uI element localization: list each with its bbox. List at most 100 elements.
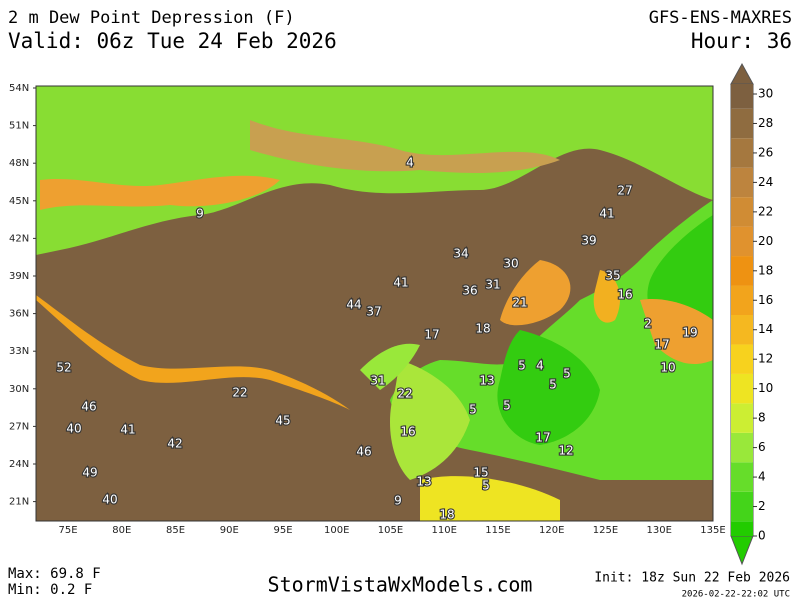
point-value: 41 [599,207,614,221]
colorbar-label: 20 [758,234,773,248]
colorbar-band [731,403,753,433]
colorbar-label: 16 [758,293,773,307]
lon-label: 80E [112,525,131,536]
point-value: 35 [605,269,620,283]
point-value: 5 [482,479,490,493]
lat-label: 39N [9,271,29,282]
point-value: 30 [503,257,518,271]
colorbar-label: 30 [758,87,773,101]
colorbar-band [731,197,753,227]
point-value: 21 [512,296,527,310]
colorbar-band [731,285,753,315]
point-value: 31 [370,374,385,388]
lat-label: 36N [9,309,29,320]
lat-label: 42N [9,233,29,244]
point-value: 15 [473,466,488,480]
lon-label: 75E [58,525,77,536]
colorbar-label: 18 [758,263,773,277]
point-value: 42 [167,437,182,451]
colorbar-label: 14 [758,322,773,336]
point-value: 9 [196,207,204,221]
forecast-hour: Hour: 36 [691,29,792,53]
colorbar-label: 28 [758,116,773,130]
colorbar-band [731,432,753,463]
point-value: 10 [660,361,675,375]
point-value: 16 [617,288,632,302]
point-value: 2 [644,317,652,331]
lat-label: 33N [9,346,29,357]
colorbar-band [731,315,753,345]
colorbar-band [731,138,753,168]
lon-label: 135E [700,525,725,536]
lon-label: 95E [273,525,292,536]
point-value: 37 [366,305,381,319]
colorbar-label: 10 [758,381,773,395]
lon-label: 100E [324,525,349,536]
init-time: Init: 18z Sun 22 Feb 2026 [594,571,790,586]
lat-label: 48N [9,158,29,169]
colorbar-label: 22 [758,204,773,218]
point-value: 45 [275,414,290,428]
colorbar-band [731,167,753,198]
colorbar-top-arrow [730,62,754,85]
lat-label: 30N [9,384,29,395]
lat-label: 45N [9,196,29,207]
colorbar-band [731,344,753,374]
colorbar-band [731,373,753,404]
colorbar-band [731,256,753,286]
colorbar-label: 24 [758,175,773,189]
timestamp: 2026-02-22-22:02 UTC [682,590,790,600]
lon-label: 85E [166,525,185,536]
point-value: 40 [66,422,81,436]
map-field [36,86,713,521]
point-value: 17 [424,328,439,342]
point-value: 22 [232,386,247,400]
lat-label: 21N [9,497,29,508]
lon-label: 90E [220,525,239,536]
point-value: 41 [393,276,408,290]
point-value: 17 [654,338,669,352]
point-value: 5 [549,378,557,392]
lon-label: 105E [378,525,403,536]
point-value: 41 [120,423,135,437]
max-value: Max: 69.8 F [8,566,101,582]
point-value: 36 [462,284,477,298]
point-value: 46 [356,445,371,459]
lat-label: 54N [9,83,29,94]
lon-label: 110E [432,525,457,536]
point-value: 13 [479,374,494,388]
point-value: 4 [536,359,544,373]
point-value: 13 [416,475,431,489]
point-value: 5 [503,399,511,413]
lon-label: 120E [539,525,564,536]
point-value: 18 [439,508,454,522]
colorbar-band [731,462,753,492]
point-value: 31 [485,278,500,292]
min-value: Min: 0.2 F [8,582,92,598]
colorbar-label: 2 [758,499,766,513]
map-frame [35,85,714,522]
title: 2 m Dew Point Depression (F) [8,8,295,28]
colorbar-label: 4 [758,470,766,484]
point-value: 18 [475,322,490,336]
point-value: 27 [617,184,632,198]
point-value: 4 [406,156,414,170]
point-value: 40 [102,493,117,507]
point-value: 9 [394,494,402,508]
lat-label: 24N [9,459,29,470]
lon-label: 125E [593,525,618,536]
colorbar-bottom-arrow [730,535,754,566]
colorbar-band [731,226,753,257]
point-value: 46 [81,400,96,414]
point-value: 12 [558,444,573,458]
lon-label: 130E [647,525,672,536]
point-value: 19 [682,326,697,340]
colorbar-label: 0 [758,529,766,543]
valid-time: Valid: 06z Tue 24 Feb 2026 [8,29,337,53]
colorbar-label: 6 [758,440,766,454]
site-name: StormVistaWxModels.com [268,573,533,597]
point-value: 17 [535,431,550,445]
colorbar-band [731,84,753,109]
point-value: 52 [56,361,71,375]
